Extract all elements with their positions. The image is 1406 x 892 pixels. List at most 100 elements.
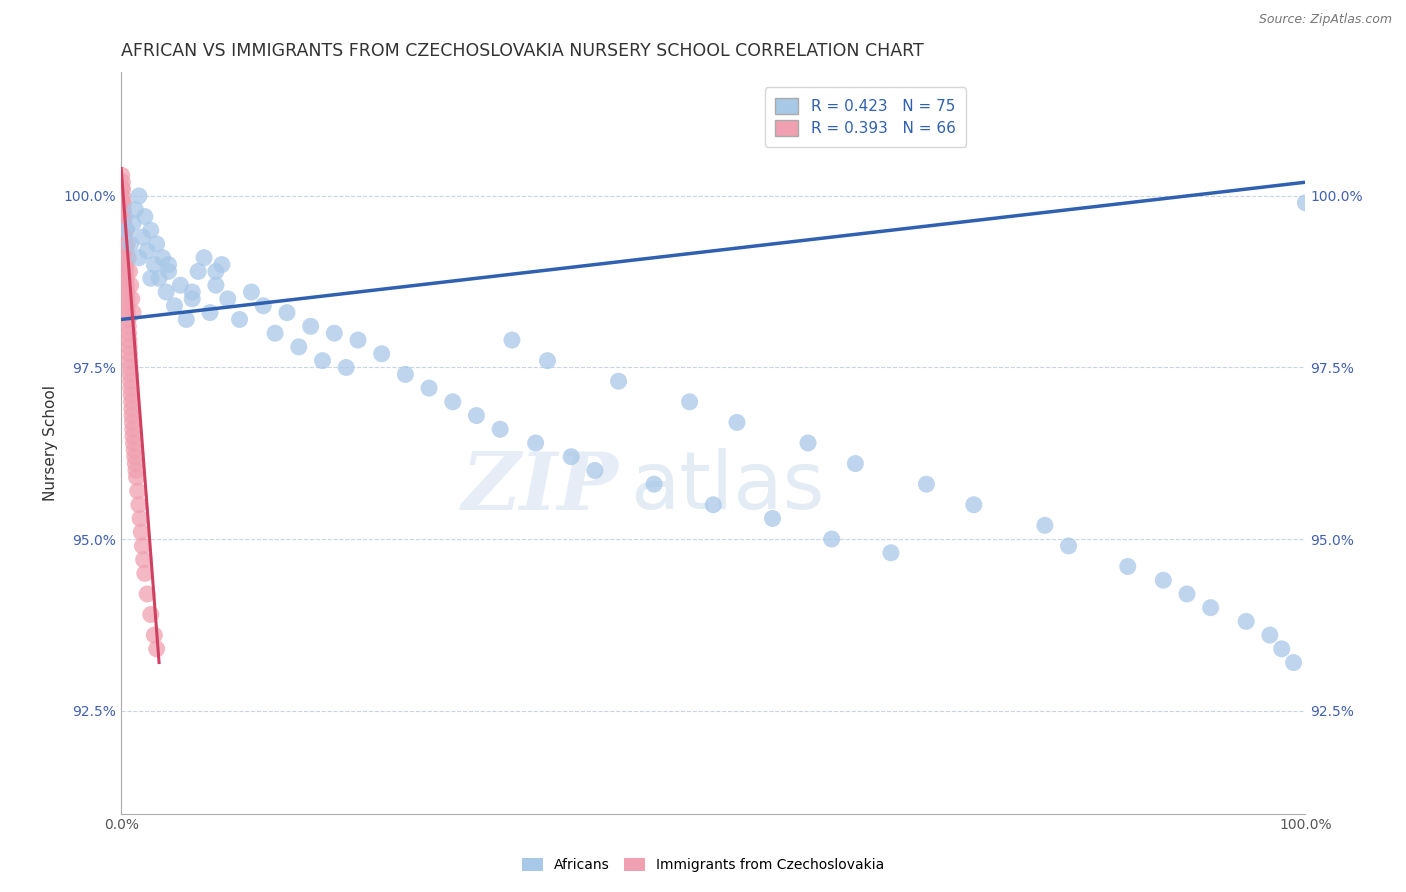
Point xyxy=(560,450,582,464)
Point xyxy=(120,388,142,402)
Point xyxy=(128,498,150,512)
Point xyxy=(198,305,221,319)
Point xyxy=(145,641,167,656)
Point xyxy=(1152,573,1174,587)
Point xyxy=(489,422,512,436)
Point xyxy=(114,244,136,258)
Point xyxy=(118,333,141,347)
Point xyxy=(193,251,215,265)
Point xyxy=(122,305,145,319)
Point xyxy=(115,264,138,278)
Point xyxy=(174,312,197,326)
Point xyxy=(127,483,149,498)
Point xyxy=(114,237,136,252)
Point xyxy=(821,532,844,546)
Point xyxy=(120,278,142,293)
Point xyxy=(1282,656,1305,670)
Point xyxy=(139,271,162,285)
Point xyxy=(111,169,134,183)
Point xyxy=(117,251,139,265)
Point xyxy=(120,368,142,382)
Point xyxy=(145,237,167,252)
Point xyxy=(115,278,138,293)
Point xyxy=(122,216,145,230)
Point xyxy=(111,195,134,210)
Point xyxy=(915,477,938,491)
Point xyxy=(963,498,986,512)
Point xyxy=(129,511,152,525)
Point xyxy=(124,450,146,464)
Point xyxy=(1033,518,1056,533)
Point xyxy=(115,271,138,285)
Point xyxy=(299,319,322,334)
Point xyxy=(128,189,150,203)
Point xyxy=(111,182,134,196)
Point xyxy=(607,374,630,388)
Point xyxy=(111,175,134,189)
Point xyxy=(1057,539,1080,553)
Point xyxy=(288,340,311,354)
Point xyxy=(121,401,143,416)
Point xyxy=(118,340,141,354)
Point xyxy=(128,251,150,265)
Point xyxy=(1271,641,1294,656)
Point xyxy=(264,326,287,341)
Point xyxy=(124,202,146,217)
Point xyxy=(1234,615,1257,629)
Point xyxy=(114,258,136,272)
Point xyxy=(112,216,135,230)
Point xyxy=(114,230,136,244)
Point xyxy=(139,607,162,622)
Legend: Africans, Immigrants from Czechoslovakia: Africans, Immigrants from Czechoslovakia xyxy=(516,853,890,878)
Point xyxy=(181,285,204,299)
Point xyxy=(205,264,228,278)
Point xyxy=(120,374,142,388)
Point xyxy=(117,319,139,334)
Point xyxy=(111,189,134,203)
Point xyxy=(169,278,191,293)
Point xyxy=(761,511,783,525)
Point xyxy=(880,546,903,560)
Point xyxy=(121,416,143,430)
Point xyxy=(465,409,488,423)
Text: ZIP: ZIP xyxy=(461,449,619,526)
Point xyxy=(211,258,233,272)
Point xyxy=(323,326,346,341)
Point xyxy=(124,457,146,471)
Point xyxy=(240,285,263,299)
Point xyxy=(335,360,357,375)
Point xyxy=(121,292,143,306)
Point xyxy=(143,258,166,272)
Point xyxy=(121,394,143,409)
Point xyxy=(115,223,138,237)
Text: Source: ZipAtlas.com: Source: ZipAtlas.com xyxy=(1258,13,1392,27)
Point xyxy=(121,409,143,423)
Point xyxy=(136,587,159,601)
Point xyxy=(1199,600,1222,615)
Point xyxy=(311,353,333,368)
Point xyxy=(117,312,139,326)
Point xyxy=(136,244,159,258)
Point xyxy=(117,305,139,319)
Point xyxy=(1116,559,1139,574)
Point xyxy=(118,347,141,361)
Point xyxy=(370,347,392,361)
Point xyxy=(797,436,820,450)
Point xyxy=(1175,587,1198,601)
Point xyxy=(702,498,724,512)
Point xyxy=(115,237,138,252)
Point xyxy=(181,292,204,306)
Point xyxy=(643,477,665,491)
Point xyxy=(112,223,135,237)
Point xyxy=(524,436,547,450)
Text: AFRICAN VS IMMIGRANTS FROM CZECHOSLOVAKIA NURSERY SCHOOL CORRELATION CHART: AFRICAN VS IMMIGRANTS FROM CZECHOSLOVAKI… xyxy=(121,42,924,60)
Point xyxy=(115,223,138,237)
Point xyxy=(114,210,136,224)
Point xyxy=(117,299,139,313)
Point xyxy=(112,210,135,224)
Point xyxy=(157,258,180,272)
Point xyxy=(117,326,139,341)
Point xyxy=(118,264,141,278)
Point xyxy=(120,381,142,395)
Point xyxy=(134,210,156,224)
